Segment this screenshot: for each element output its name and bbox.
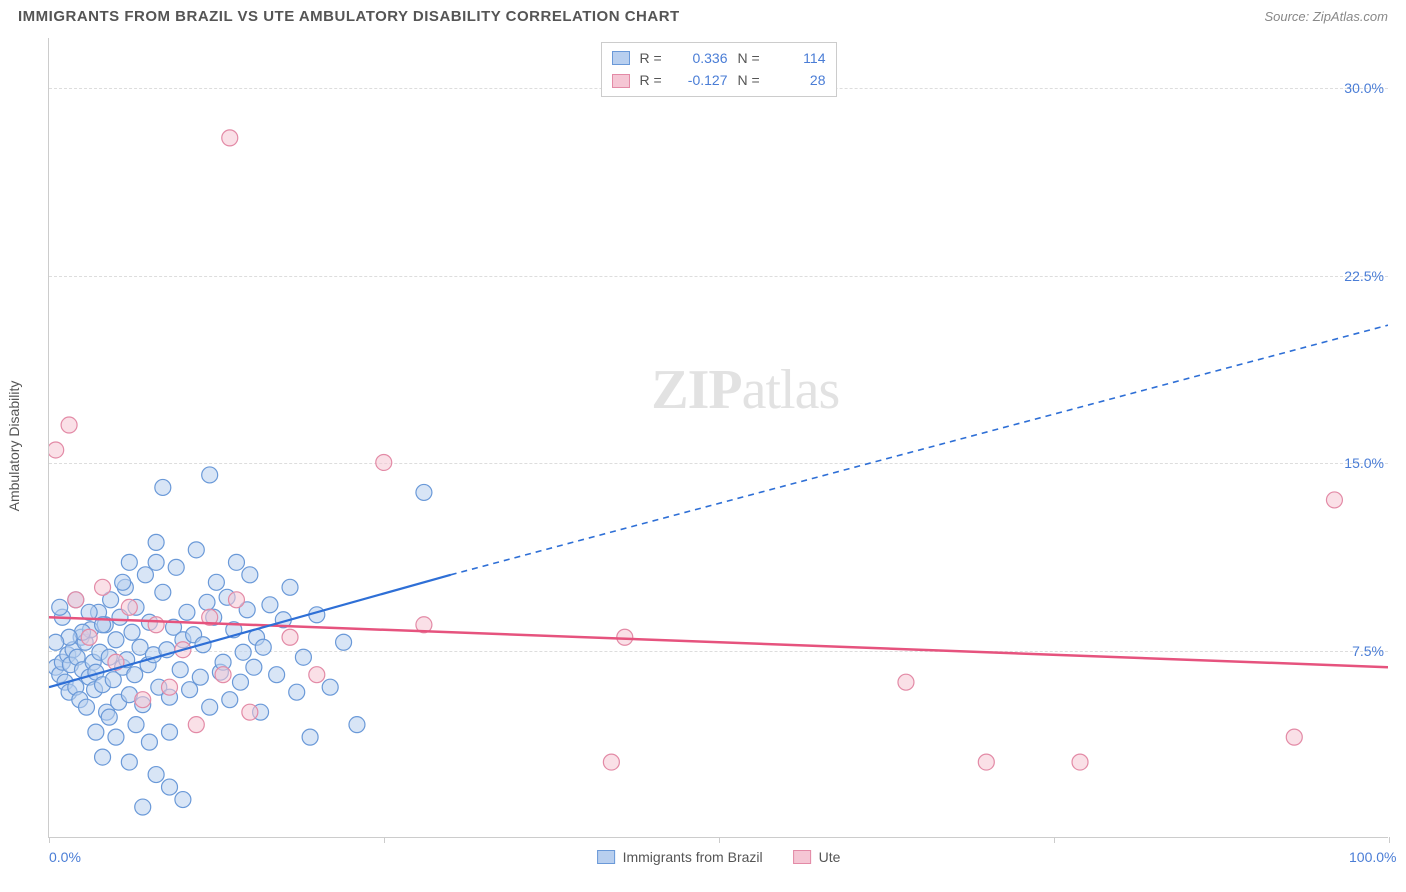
data-point-brazil <box>49 634 64 650</box>
data-point-ute <box>95 579 111 595</box>
x-tick-mark <box>1389 837 1390 843</box>
data-point-brazil <box>262 597 278 613</box>
legend-item-ute: Ute <box>793 849 841 865</box>
data-point-brazil <box>232 674 248 690</box>
data-point-ute <box>617 629 633 645</box>
data-point-brazil <box>202 467 218 483</box>
data-point-brazil <box>124 624 140 640</box>
data-point-brazil <box>52 599 68 615</box>
data-point-ute <box>68 592 84 608</box>
data-point-brazil <box>162 779 178 795</box>
data-point-brazil <box>416 484 432 500</box>
data-point-brazil <box>78 699 94 715</box>
swatch-ute-icon <box>793 850 811 864</box>
data-point-brazil <box>208 574 224 590</box>
data-point-ute <box>135 692 151 708</box>
data-point-brazil <box>192 669 208 685</box>
data-point-brazil <box>162 724 178 740</box>
data-point-brazil <box>148 534 164 550</box>
data-point-ute <box>148 617 164 633</box>
data-point-ute <box>228 592 244 608</box>
data-point-brazil <box>246 659 262 675</box>
data-point-brazil <box>108 729 124 745</box>
data-point-ute <box>978 754 994 770</box>
data-point-brazil <box>172 662 188 678</box>
series-legend: Immigrants from Brazil Ute <box>597 849 841 865</box>
data-point-brazil <box>175 792 191 808</box>
legend-item-brazil: Immigrants from Brazil <box>597 849 763 865</box>
data-point-ute <box>898 674 914 690</box>
data-point-ute <box>1072 754 1088 770</box>
data-point-brazil <box>135 799 151 815</box>
data-point-ute <box>215 667 231 683</box>
data-point-brazil <box>155 479 171 495</box>
data-point-brazil <box>336 634 352 650</box>
data-point-ute <box>376 454 392 470</box>
data-point-ute <box>242 704 258 720</box>
legend-row-brazil: R = 0.336 N = 114 <box>612 47 826 69</box>
data-point-brazil <box>302 729 318 745</box>
scatter-svg <box>49 38 1388 837</box>
data-point-ute <box>121 599 137 615</box>
data-point-ute <box>81 629 97 645</box>
swatch-brazil <box>612 51 630 65</box>
data-point-brazil <box>128 717 144 733</box>
trendline-extrapolated-brazil <box>451 325 1388 575</box>
data-point-ute <box>162 679 178 695</box>
data-point-brazil <box>235 644 251 660</box>
x-tick-label: 100.0% <box>1349 849 1396 865</box>
data-point-brazil <box>141 734 157 750</box>
data-point-brazil <box>188 542 204 558</box>
legend-row-ute: R = -0.127 N = 28 <box>612 69 826 91</box>
data-point-brazil <box>148 767 164 783</box>
data-point-brazil <box>255 639 271 655</box>
swatch-brazil-icon <box>597 850 615 864</box>
chart-plot-area: ZIPatlas R = 0.336 N = 114 R = -0.127 N … <box>48 38 1388 838</box>
data-point-brazil <box>289 684 305 700</box>
data-point-brazil <box>148 554 164 570</box>
x-tick-mark <box>49 837 50 843</box>
legend-label-ute: Ute <box>819 849 841 865</box>
x-tick-mark <box>384 837 385 843</box>
data-point-ute <box>1326 492 1342 508</box>
data-point-brazil <box>322 679 338 695</box>
data-point-brazil <box>121 554 137 570</box>
chart-title: IMMIGRANTS FROM BRAZIL VS UTE AMBULATORY… <box>18 8 680 25</box>
data-point-brazil <box>269 667 285 683</box>
x-tick-label: 0.0% <box>49 849 81 865</box>
data-point-brazil <box>242 567 258 583</box>
legend-label-brazil: Immigrants from Brazil <box>623 849 763 865</box>
data-point-brazil <box>295 649 311 665</box>
swatch-ute <box>612 74 630 88</box>
data-point-brazil <box>95 749 111 765</box>
data-point-brazil <box>115 574 131 590</box>
data-point-brazil <box>228 554 244 570</box>
data-point-brazil <box>155 584 171 600</box>
data-point-ute <box>49 442 64 458</box>
x-tick-mark <box>1054 837 1055 843</box>
data-point-brazil <box>202 699 218 715</box>
data-point-brazil <box>199 594 215 610</box>
data-point-ute <box>282 629 298 645</box>
data-point-ute <box>1286 729 1302 745</box>
y-axis-title: Ambulatory Disability <box>6 381 22 512</box>
data-point-brazil <box>121 754 137 770</box>
data-point-brazil <box>101 709 117 725</box>
data-point-ute <box>222 130 238 146</box>
data-point-brazil <box>179 604 195 620</box>
data-point-brazil <box>349 717 365 733</box>
correlation-legend: R = 0.336 N = 114 R = -0.127 N = 28 <box>601 42 837 97</box>
data-point-ute <box>188 717 204 733</box>
data-point-ute <box>61 417 77 433</box>
data-point-brazil <box>108 632 124 648</box>
chart-source: Source: ZipAtlas.com <box>1264 9 1388 24</box>
x-tick-mark <box>719 837 720 843</box>
data-point-brazil <box>127 667 143 683</box>
data-point-ute <box>309 667 325 683</box>
data-point-brazil <box>222 692 238 708</box>
data-point-ute <box>603 754 619 770</box>
data-point-brazil <box>168 559 184 575</box>
data-point-brazil <box>282 579 298 595</box>
data-point-brazil <box>88 724 104 740</box>
